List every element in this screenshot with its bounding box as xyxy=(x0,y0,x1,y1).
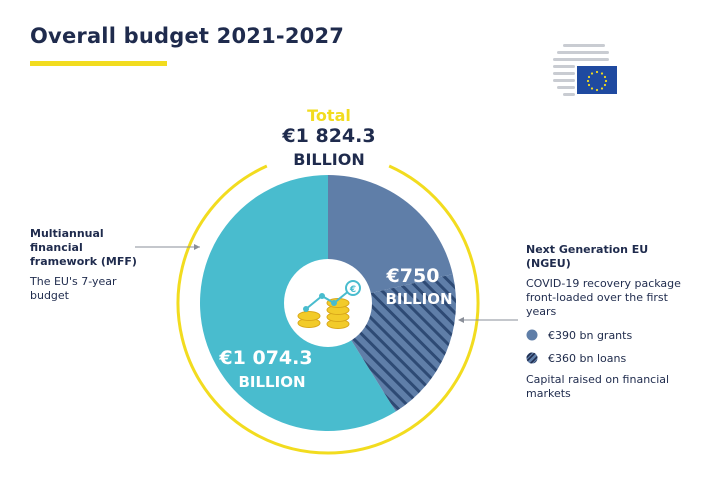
mff-subtitle: The EU's 7-year budget xyxy=(30,275,117,302)
legend-item-grants: €390 bn grants xyxy=(526,328,686,342)
total-ring xyxy=(176,164,480,455)
total-value: €1 824.3 xyxy=(282,125,376,147)
euro-symbol-icon: € xyxy=(349,285,356,295)
title-underline xyxy=(30,61,167,66)
legend-label-loans: €360 bn loans xyxy=(548,351,627,365)
ngeu-footer: Capital raised on financial markets xyxy=(526,373,670,400)
mff-pointer-arrow-icon xyxy=(194,244,200,250)
slice-label-mff-value: €1 074.3 xyxy=(218,347,312,369)
total-label: Total xyxy=(307,106,351,125)
growth-point-icon xyxy=(319,293,325,299)
slice-label-mff-unit: BILLION xyxy=(238,373,305,391)
slice-ngeu-grants xyxy=(328,175,453,303)
loans-swatch-icon xyxy=(526,352,538,364)
total-unit: BILLION xyxy=(293,150,365,169)
legend-item-loans: €360 bn loans xyxy=(526,351,686,365)
slice-label-ngeu-unit: BILLION xyxy=(385,290,452,308)
grants-swatch-icon xyxy=(526,329,538,341)
euro-coin-icon xyxy=(345,280,361,296)
ngeu-pointer-arrow-icon xyxy=(458,317,464,323)
page-title: Overall budget 2021-2027 xyxy=(30,24,345,48)
growth-line-icon xyxy=(305,289,351,310)
ngeu-subtitle: COVID-19 recovery package front-loaded o… xyxy=(526,277,681,318)
slice-label-ngeu-value: €750 xyxy=(386,265,440,287)
legend-label-grants: €390 bn grants xyxy=(548,328,633,342)
mff-title: Multiannual financial framework (MFF) xyxy=(30,227,137,268)
ngeu-annotation: Next Generation EU (NGEU) COVID-19 recov… xyxy=(526,243,686,401)
coin-icon xyxy=(297,311,321,321)
growth-point-icon xyxy=(303,306,309,312)
eu-council-logo-icon xyxy=(553,44,617,96)
ngeu-title: Next Generation EU (NGEU) xyxy=(526,243,649,270)
mff-annotation: Multiannual financial framework (MFF) Th… xyxy=(30,227,150,303)
growth-point-icon xyxy=(331,300,337,306)
